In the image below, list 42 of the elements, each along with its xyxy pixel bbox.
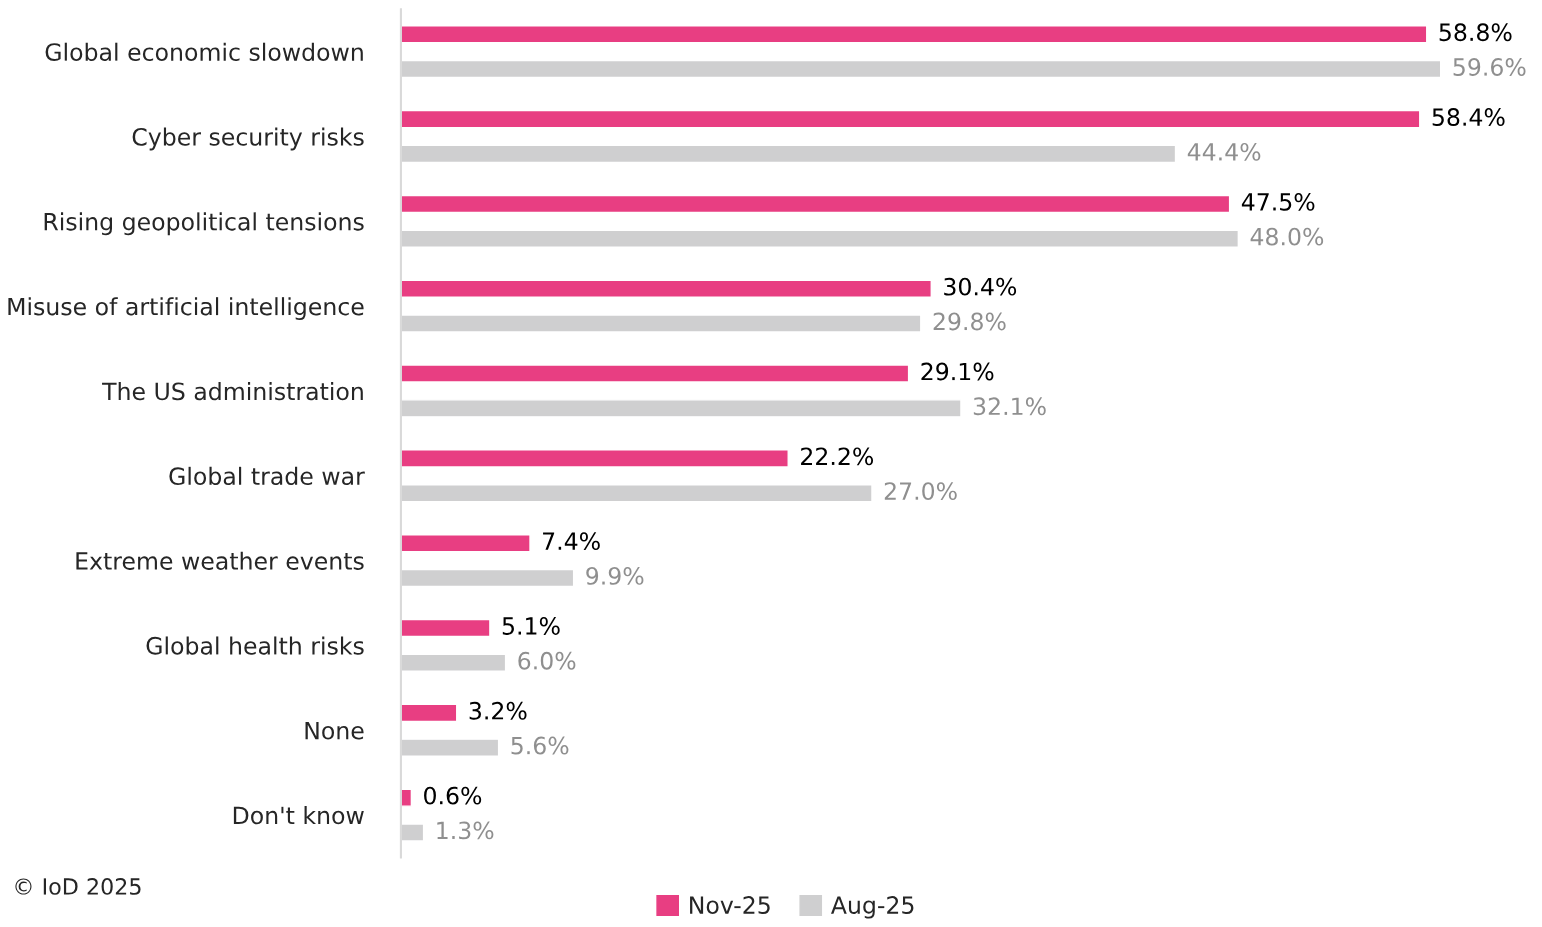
data-label: 44.4% xyxy=(1187,142,1261,161)
y-tick-label: Global economic slowdown xyxy=(45,42,363,61)
y-tick-label: Misuse of artificial intelligence xyxy=(8,297,364,321)
y-tick-label: The US administration xyxy=(102,381,363,401)
data-label: 1.3% xyxy=(437,821,494,840)
bar xyxy=(400,194,1231,214)
data-label: 9.9% xyxy=(586,566,644,585)
text: © IoD 2025 xyxy=(15,878,141,895)
y-tick-label: Global health risks xyxy=(146,636,364,655)
legend-label: Nov-25 xyxy=(690,896,770,914)
data-label: 5.1% xyxy=(502,617,560,635)
data-label: 59.6% xyxy=(1453,58,1526,76)
bar xyxy=(400,25,1428,44)
data-label: 32.1% xyxy=(973,397,1046,416)
data-label: 30.4% xyxy=(944,277,1017,296)
data-label: 47.5% xyxy=(1241,192,1315,211)
y-tick-label: Don't know xyxy=(233,806,364,825)
data-label: 6.0% xyxy=(518,651,576,670)
y-tick-label: Global trade war xyxy=(169,466,365,486)
data-label: 29.8% xyxy=(933,312,1006,331)
y-tick-label: Rising geopolitical tensions xyxy=(44,212,364,236)
data-label: 48.0% xyxy=(1250,227,1324,246)
y-tick-label: None xyxy=(305,722,364,740)
data-label: 0.6% xyxy=(424,786,482,805)
data-label: 27.0% xyxy=(884,482,957,501)
bar xyxy=(400,279,932,298)
data-label: 29.1% xyxy=(921,362,994,381)
data-label: 22.2% xyxy=(801,447,874,466)
legend-label: Aug-25 xyxy=(830,896,914,919)
bar xyxy=(400,703,458,723)
bar xyxy=(400,109,1421,129)
data-label: 58.4% xyxy=(1432,108,1505,126)
bar xyxy=(400,534,531,553)
data-label: 3.2% xyxy=(469,701,527,720)
data-label: 7.4% xyxy=(543,532,600,551)
bar xyxy=(400,449,789,468)
y-tick-label: Cyber security risks xyxy=(132,127,364,151)
bar xyxy=(400,618,491,638)
bar xyxy=(400,364,910,383)
data-label: 58.8% xyxy=(1439,23,1512,42)
data-label: 5.6% xyxy=(511,736,569,755)
y-tick-label: Extreme weather events xyxy=(76,551,364,570)
